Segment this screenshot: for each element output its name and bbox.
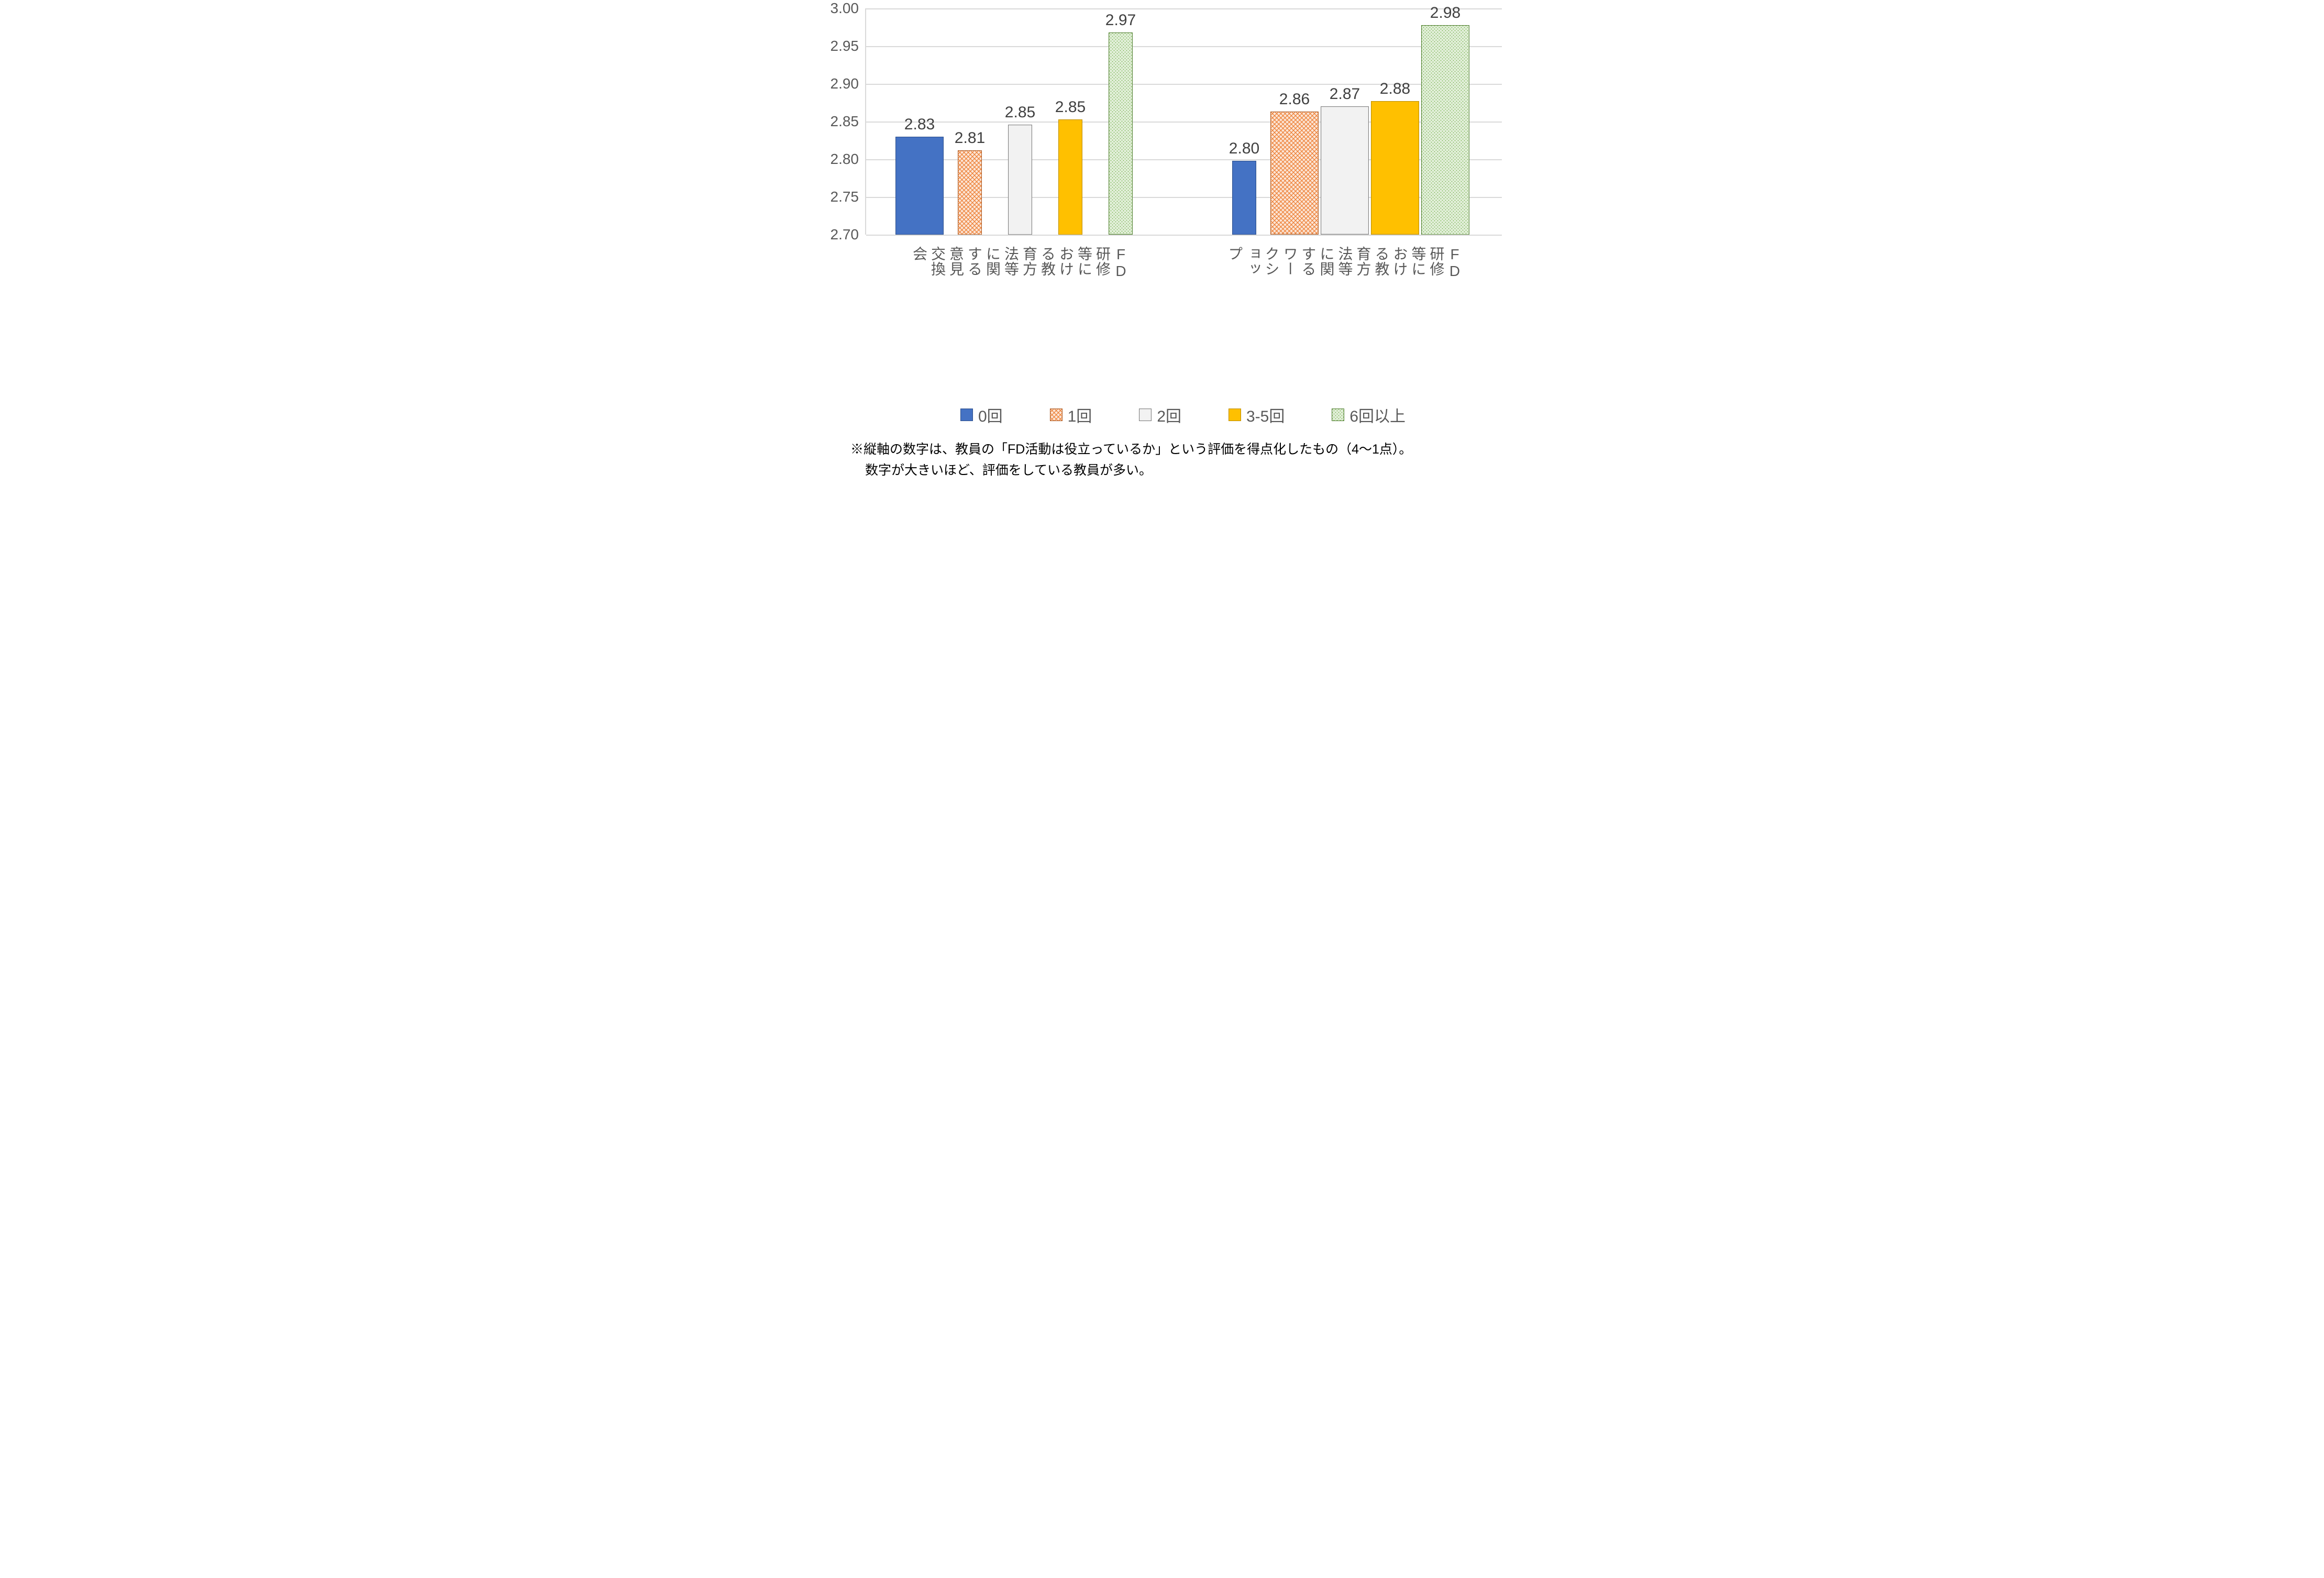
footnote: ※縦軸の数字は、教員の「FD活動は役立っているか」という評価を得点化したもの（4… (850, 439, 1412, 481)
gridline (866, 8, 1502, 9)
bar-chart-figure: 2.70 2.75 2.80 2.85 2.90 2.95 3.00 2.83 2.81 2.85… (813, 0, 1511, 474)
gridline (866, 46, 1502, 47)
bar-6回以上 (1109, 32, 1133, 235)
bar-6回以上 (1421, 25, 1469, 235)
bar-wrap: 2.85 (1058, 119, 1082, 235)
bar-value-label: 2.87 (1330, 85, 1360, 103)
bar-wrap: 2.87 (1321, 106, 1369, 235)
bar-wrap: 2.85 (1008, 125, 1032, 235)
footnote-line2: 数字が大きいほど、評価をしている教員が多い。 (850, 460, 1412, 481)
bar-3-5回 (1058, 119, 1082, 235)
legend-swatch (1332, 409, 1344, 421)
bar-value-label: 2.97 (1105, 12, 1136, 29)
y-tick-label: 2.80 (831, 151, 867, 168)
bar-value-label: 2.98 (1430, 4, 1460, 22)
legend-item: 0回 (960, 403, 1003, 426)
legend-item: 3-5回 (1229, 403, 1285, 426)
legend-label: 3-5回 (1246, 403, 1285, 426)
bar-wrap: 2.97 (1109, 32, 1133, 235)
legend-item: 6回以上 (1332, 403, 1406, 426)
legend-label: 2回 (1157, 403, 1181, 426)
bar-2回 (1008, 125, 1032, 235)
legend-label: 0回 (978, 403, 1003, 426)
legend-swatch (1139, 409, 1152, 421)
bar-value-label: 2.83 (904, 116, 935, 134)
y-tick-label: 2.85 (831, 113, 867, 130)
legend-swatch (960, 409, 973, 421)
legend-item: 2回 (1139, 403, 1181, 426)
bar-value-label: 2.88 (1380, 80, 1410, 98)
legend-swatch (1229, 409, 1241, 421)
bar-3-5回 (1371, 101, 1419, 235)
bar-1回 (1270, 112, 1319, 235)
bar-value-label: 2.81 (955, 129, 985, 147)
bar-0回 (1232, 161, 1256, 235)
bar-value-label: 2.85 (1005, 104, 1035, 122)
y-tick-label: 2.70 (831, 226, 867, 243)
bar-wrap: 2.86 (1270, 112, 1319, 235)
bar-value-label: 2.86 (1279, 91, 1310, 108)
x-group-label: FD研修等における教育方法等に関する意見交換会 (910, 246, 1130, 280)
bar-2回 (1321, 106, 1369, 235)
legend-swatch (1050, 409, 1063, 421)
y-tick-label: 2.90 (831, 75, 867, 92)
gridline (866, 235, 1502, 236)
y-tick-label: 2.75 (831, 189, 867, 205)
x-group-label: FD研修等における教育方法等に関するワークショップ (1226, 246, 1464, 280)
bar-value-label: 2.85 (1055, 98, 1086, 116)
legend: 0回 1回 2回 3-5回 6回以上 (865, 403, 1501, 426)
bar-0回 (895, 137, 944, 235)
footnote-line1: ※縦軸の数字は、教員の「FD活動は役立っているか」という評価を得点化したもの（4… (850, 439, 1412, 460)
bar-value-label: 2.80 (1229, 140, 1259, 158)
legend-label: 6回以上 (1349, 403, 1406, 426)
y-tick-label: 3.00 (831, 0, 867, 17)
bar-1回 (958, 150, 982, 235)
bar-wrap: 2.88 (1371, 101, 1419, 235)
y-tick-label: 2.95 (831, 38, 867, 54)
bar-wrap: 2.98 (1421, 25, 1469, 235)
plot-area: 2.702.752.802.852.902.953.002.832.812.85… (865, 8, 1502, 235)
legend-item: 1回 (1050, 403, 1092, 426)
bar-wrap: 2.81 (958, 150, 982, 235)
bar-wrap: 2.83 (895, 137, 944, 235)
bar-wrap: 2.80 (1232, 161, 1256, 235)
legend-label: 1回 (1068, 403, 1092, 426)
